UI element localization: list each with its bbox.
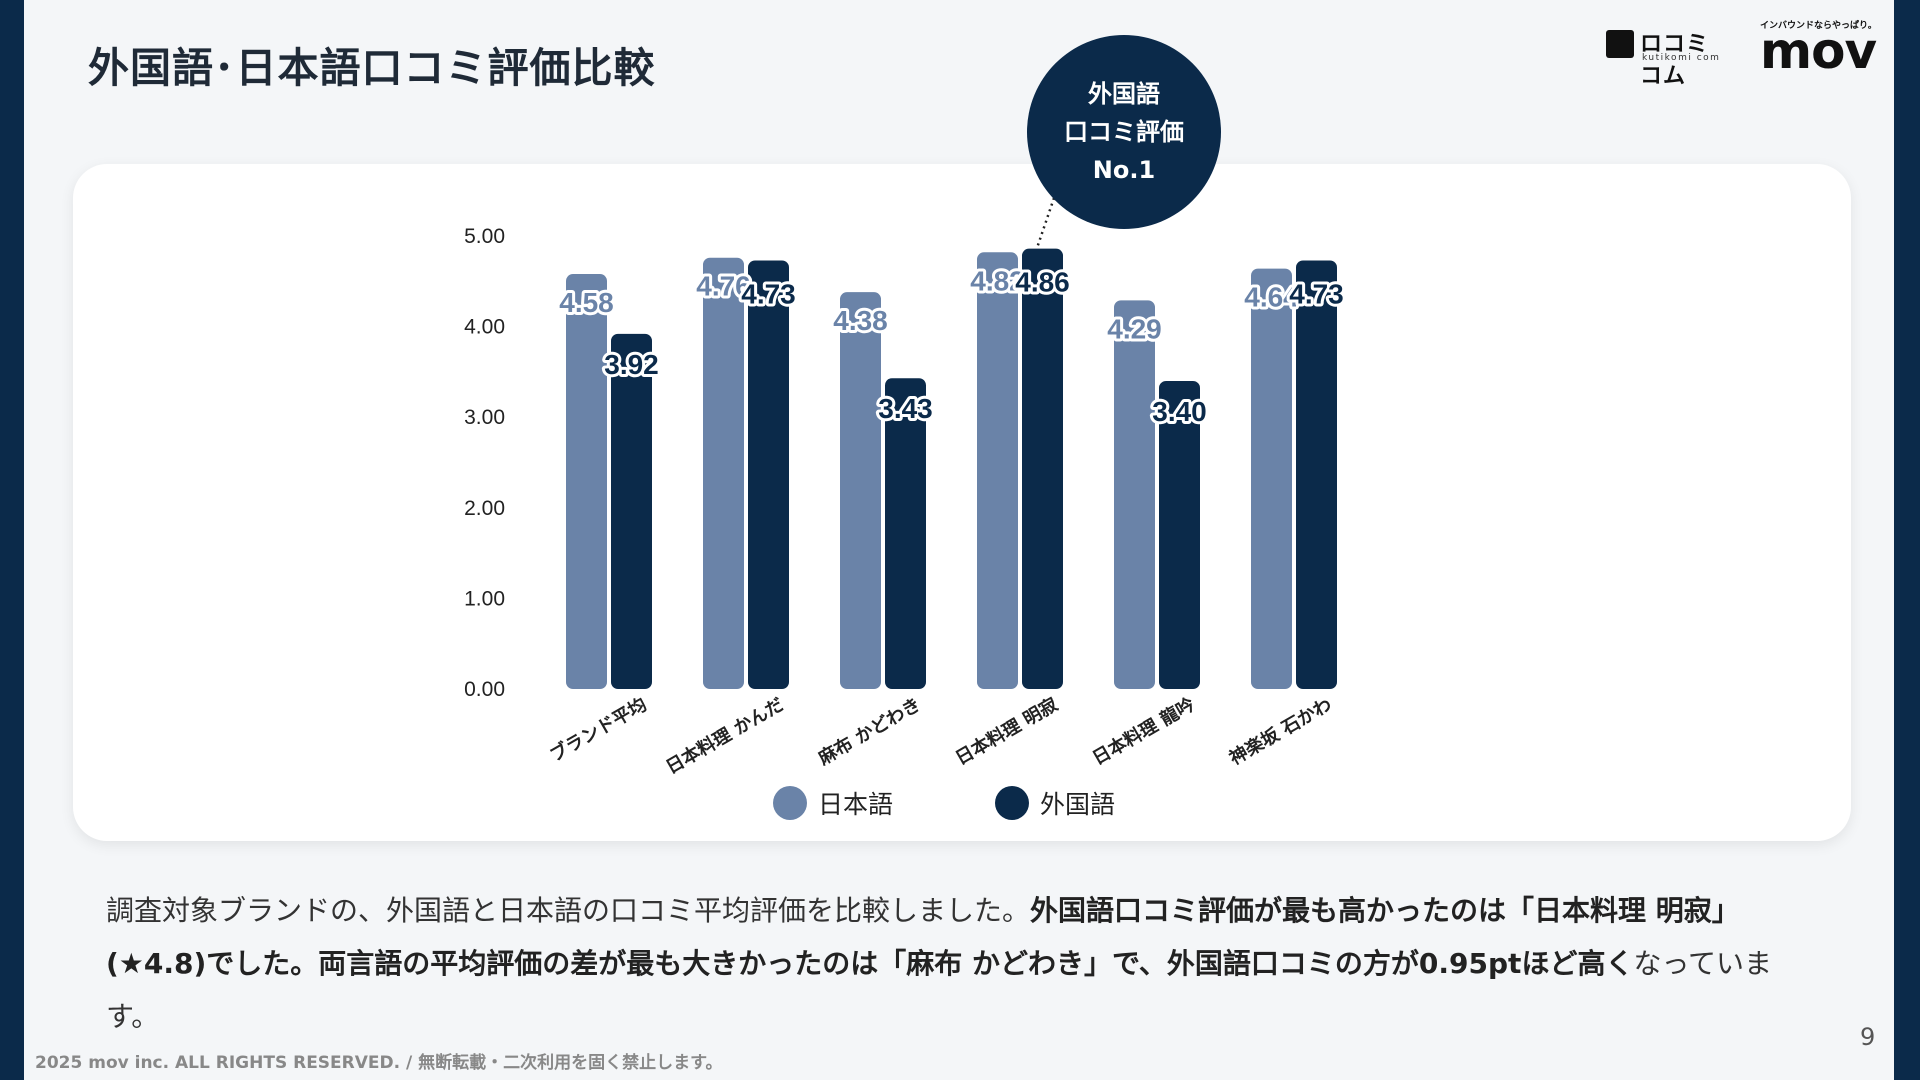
legend-item-foreign: 外国語 (995, 785, 1115, 821)
x-tick-label: 神楽坂 石かわ (1226, 693, 1336, 769)
y-tick-label: 0.00 (464, 678, 505, 701)
bar-japanese (840, 292, 881, 689)
kutikomi-logo: ロコミコム kutikomi com (1606, 26, 1728, 89)
page-number: 9 (1860, 1023, 1876, 1051)
badge-line-1: 外国語 (1088, 80, 1160, 108)
badge-pointer-line (1035, 197, 1056, 249)
legend-swatch-japanese (773, 786, 807, 820)
data-label-foreign: 4.86 (1015, 267, 1070, 298)
x-tick-label: 日本料理 龍吟 (1089, 693, 1199, 769)
y-tick-label: 1.00 (464, 587, 505, 610)
bar-japanese (1114, 300, 1155, 689)
kutikomi-logo-en: kutikomi com (1642, 53, 1721, 63)
data-label-japanese: 4.38 (833, 305, 888, 336)
x-tick-label: 日本料理 明寂 (952, 693, 1062, 769)
data-label-japanese: 4.76 (696, 271, 751, 302)
x-tick-label: 日本料理 かんだ (662, 693, 788, 778)
y-tick-label: 2.00 (464, 497, 505, 520)
bar-foreign (885, 378, 926, 689)
kutikomi-logo-jp: ロコミコム (1640, 32, 1710, 89)
footer-copyright: 2025 mov inc. ALL RIGHTS RESERVED. / 無断転… (35, 1053, 723, 1073)
bar-japanese (703, 257, 744, 689)
bar-japanese (977, 252, 1018, 690)
bar-japanese (566, 274, 607, 689)
description-part-1: 調査対象ブランドの、外国語と日本語の口コミ平均評価を比較しました。 (106, 894, 1031, 927)
y-tick-label: 4.00 (464, 316, 505, 339)
data-label-japanese: 4.58 (559, 287, 614, 318)
x-tick-label: ブランド平均 (546, 693, 651, 766)
legend-item-japanese: 日本語 (773, 785, 893, 821)
bar-foreign (748, 260, 789, 689)
data-label-japanese: 4.29 (1107, 313, 1162, 344)
bar-foreign (1159, 380, 1200, 689)
data-label-foreign: 4.73 (741, 278, 796, 309)
bar-foreign (1022, 248, 1063, 689)
data-label-foreign: 3.92 (604, 349, 659, 380)
data-label-japanese: 4.82 (970, 265, 1025, 296)
left-edge-bar (0, 0, 24, 1080)
legend-label-foreign: 外国語 (1040, 790, 1116, 819)
bar-japanese (1251, 268, 1292, 689)
y-tick-label: 3.00 (464, 406, 505, 429)
x-tick-label: 麻布 かどわき (814, 693, 925, 770)
mov-logo-tagline: インバウンドならやっぱり。 (1760, 21, 1877, 31)
legend-swatch-foreign (995, 786, 1029, 820)
description-bold: 外国語口コミ評価が最も高かったのは「日本料理 明寂」(★4.8)でした。両言語の… (106, 894, 1740, 980)
description-text: 調査対象ブランドの、外国語と日本語の口コミ平均評価を比較しました。外国語口コミ評… (106, 884, 1806, 1043)
bar-foreign (611, 333, 652, 689)
data-label-foreign: 4.73 (1289, 278, 1344, 309)
data-label-foreign: 3.40 (1152, 396, 1207, 427)
mov-logo-word: mov (1760, 22, 1877, 80)
kutikomi-logo-icon (1606, 30, 1634, 58)
badge-line-3: No.1 (1092, 156, 1156, 184)
legend-label-japanese: 日本語 (818, 790, 894, 819)
mov-logo: インバウンドならやっぱり。 mov (1758, 16, 1878, 76)
chart-card (73, 164, 1851, 841)
badge-line-2: 口コミ評価 (1064, 118, 1184, 146)
data-label-foreign: 3.43 (878, 393, 933, 424)
right-edge-bar (1894, 0, 1920, 1080)
y-tick-label: 5.00 (464, 225, 505, 248)
no1-badge: 外国語 口コミ評価 No.1 (1027, 35, 1221, 229)
data-label-japanese: 4.64 (1244, 282, 1299, 313)
description-part-2: なっています。 (106, 947, 1773, 1033)
bar-foreign (1296, 260, 1337, 689)
page-title: 外国語･日本語口コミ評価比較 (88, 44, 656, 92)
